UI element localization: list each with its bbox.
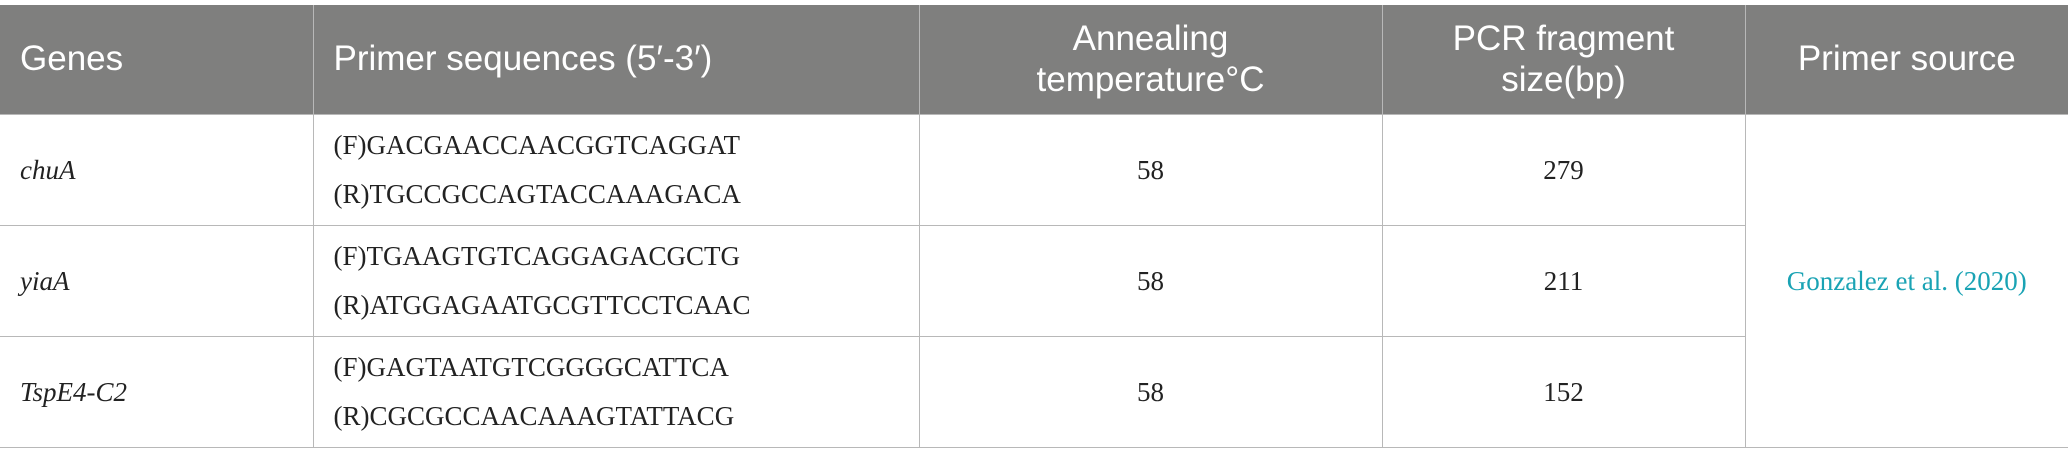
header-cell: Primer sequences (5′-3′) (312, 5, 919, 115)
primer-cell: (F)GAGTAATGTCGGGGCATTCA (R)CGCGCCAACAAAGT… (312, 336, 920, 448)
header-cell: Annealing temperature°C (918, 5, 1382, 115)
primer-sequence: (R)ATGGAGAATGCGTTCCTCAAC (333, 290, 751, 320)
gene-cell: chuA (0, 114, 314, 226)
size-cell: 211 (1381, 225, 1746, 337)
temperature-cell: 58 (918, 336, 1383, 448)
gene-cell: yiaA (0, 225, 314, 337)
source-cell: Gonzalez et al. (2020) (1744, 114, 2068, 448)
header-cell: Primer source (1744, 5, 2068, 115)
temperature-cell: 58 (918, 225, 1383, 337)
table-row: TspE4-C2 (F)GAGTAATGTCGGGGCATTCA (R)CGCGCC… (0, 336, 2068, 448)
header-cell: PCR fragment size(bp) (1381, 5, 1745, 115)
header-text: Annealing temperature°C (1036, 19, 1265, 99)
size-cell: 152 (1381, 336, 1746, 448)
primer-sequence: (F)GAGTAATGTCGGGGCATTCA (333, 352, 729, 382)
primer-sequence: (F)GACGAACCAACGGTCAGGAT (333, 130, 741, 160)
primer-sequence: (F)TGAAGTGTCAGGAGACGCTG (333, 241, 740, 271)
temperature-cell: 58 (918, 114, 1383, 226)
primer-cell: (F)TGAAGTGTCAGGAGACGCTG (R)ATGGAGAATGCGTT… (312, 225, 920, 337)
size-cell: 279 (1381, 114, 1746, 226)
table-body: chuA (F)GACGAACCAACGGTCAGGAT (R)TGCCGCCAGT… (0, 114, 2068, 448)
table-row: yiaA (F)TGAAGTGTCAGGAGACGCTG (R)ATGGAGAATG… (0, 225, 2068, 337)
header-cell: Genes (0, 5, 313, 115)
header-row: Genes Primer sequences (5′-3′) Annealing… (0, 5, 2068, 115)
primer-sequence: (R)TGCCGCCAGTACCAAAGACA (333, 179, 741, 209)
primer-sequence: (R)CGCGCCAACAAAGTATTACG (333, 401, 735, 431)
primer-table: Genes Primer sequences (5′-3′) Annealing… (0, 5, 2068, 448)
table-row: chuA (F)GACGAACCAACGGTCAGGAT (R)TGCCGCCAGT… (0, 114, 2068, 448)
gene-cell: TspE4-C2 (0, 336, 314, 448)
primer-cell: (F)GACGAACCAACGGTCAGGAT (R)TGCCGCCAGTACCA… (312, 114, 920, 226)
header-text: PCR fragment size(bp) (1452, 19, 1675, 99)
